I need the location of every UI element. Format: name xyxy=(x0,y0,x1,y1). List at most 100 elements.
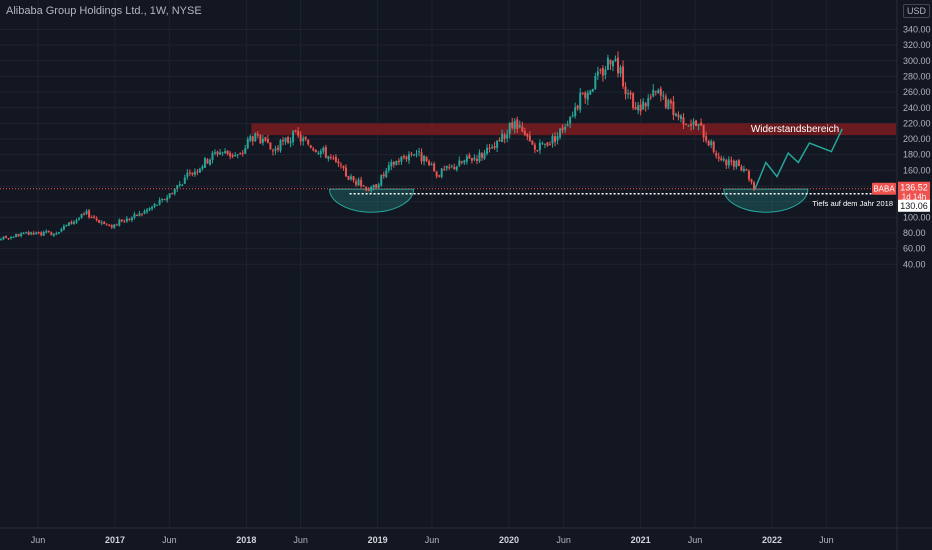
candle xyxy=(440,168,443,179)
candle-body xyxy=(108,224,111,226)
candle-body xyxy=(667,99,670,110)
candle xyxy=(722,156,725,163)
candle xyxy=(483,149,486,160)
candle xyxy=(609,59,612,71)
candle-body xyxy=(415,153,418,155)
candle-body xyxy=(420,152,423,162)
price-tick-label: 100.00 xyxy=(903,212,931,222)
candle-body xyxy=(206,159,209,164)
candle xyxy=(430,162,433,166)
candle xyxy=(226,150,229,156)
candle-body xyxy=(90,217,93,219)
candle xyxy=(584,91,587,104)
candle-body xyxy=(380,174,383,186)
candle xyxy=(569,115,572,129)
candle xyxy=(642,98,645,110)
candle xyxy=(438,174,441,178)
candle xyxy=(105,223,108,226)
candle-body xyxy=(269,142,272,150)
candle xyxy=(166,194,169,203)
candle-body xyxy=(722,159,725,161)
candle xyxy=(314,149,317,153)
price-tick-label: 240.00 xyxy=(903,103,931,113)
candle xyxy=(639,99,642,116)
candle-body xyxy=(548,144,551,146)
candle-body xyxy=(614,58,617,62)
candle-body xyxy=(344,167,347,177)
candle xyxy=(652,84,655,98)
price-tick-label: 300.00 xyxy=(903,56,931,66)
candle xyxy=(516,116,519,133)
candle xyxy=(616,51,619,78)
candle xyxy=(387,161,390,173)
candle xyxy=(118,218,121,227)
candle xyxy=(599,68,602,75)
candle xyxy=(284,137,287,145)
candle xyxy=(377,182,380,189)
candle xyxy=(528,131,531,142)
candle-body xyxy=(352,176,355,181)
candle-body xyxy=(83,213,86,215)
candle-body xyxy=(496,140,499,148)
candle xyxy=(543,143,546,149)
candle-body xyxy=(259,134,262,144)
currency-button[interactable]: USD xyxy=(903,4,931,18)
candle xyxy=(110,224,113,230)
candle-body xyxy=(125,218,128,222)
candle-body xyxy=(682,117,685,125)
candle xyxy=(246,136,249,150)
candle xyxy=(407,151,410,164)
candle-body xyxy=(25,232,28,234)
candle xyxy=(690,119,693,131)
candle-body xyxy=(297,130,300,136)
candle xyxy=(614,55,617,62)
candle-body xyxy=(440,168,443,177)
time-axis[interactable]: Jun 2017 Jun 2018 Jun 2019 Jun 2020 Jun 2021 Jun 20… xyxy=(31,535,834,545)
candle xyxy=(135,214,138,217)
candle xyxy=(153,202,156,209)
candle xyxy=(705,131,708,144)
candle xyxy=(697,123,700,131)
candle-body xyxy=(684,124,687,126)
candle-body xyxy=(392,162,395,165)
candle-body xyxy=(10,237,13,239)
candle-body xyxy=(644,103,647,107)
candle xyxy=(589,89,592,95)
candle-body xyxy=(229,152,232,157)
candle-body xyxy=(460,161,463,163)
candle xyxy=(259,134,262,144)
candle xyxy=(556,132,559,145)
candle-body xyxy=(541,143,544,145)
candle-body xyxy=(428,161,431,166)
candle-body xyxy=(88,210,91,218)
candle xyxy=(25,231,28,234)
candle-body xyxy=(697,123,700,126)
candle xyxy=(488,143,491,153)
candle xyxy=(601,65,604,82)
candle-body xyxy=(518,125,521,128)
candle-body xyxy=(475,158,478,161)
candle xyxy=(60,227,63,233)
candle xyxy=(148,207,151,212)
candle xyxy=(511,117,514,131)
candle-body xyxy=(611,61,614,67)
candle xyxy=(576,104,579,111)
candle xyxy=(183,174,186,185)
candle-body xyxy=(478,152,481,162)
candle xyxy=(70,220,73,225)
candle xyxy=(410,151,413,157)
candle xyxy=(523,127,526,137)
candle-body xyxy=(32,232,35,235)
candle-body xyxy=(176,185,179,189)
candle-body xyxy=(226,150,229,155)
candle xyxy=(627,89,630,99)
candle-body xyxy=(506,134,509,139)
candle-body xyxy=(304,136,307,140)
candle xyxy=(319,148,322,158)
candle xyxy=(7,238,10,240)
price-axis[interactable]: 340.00 320.00 300.00 280.00 260.00 240.00 220.… xyxy=(872,25,931,270)
candle-body xyxy=(516,119,519,129)
candle-body xyxy=(45,231,48,233)
